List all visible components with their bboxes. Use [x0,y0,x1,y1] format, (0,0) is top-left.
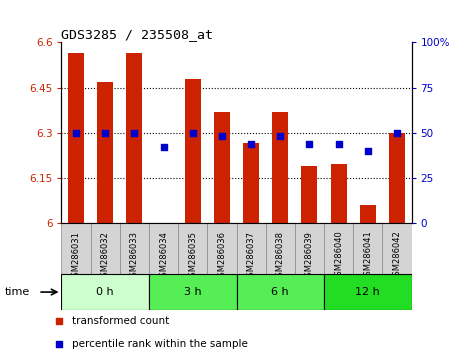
FancyBboxPatch shape [91,223,120,274]
Bar [185,79,201,223]
Point [276,133,284,139]
Text: GSM286036: GSM286036 [218,231,227,282]
FancyBboxPatch shape [295,223,324,274]
Bar [324,274,412,310]
Point [364,148,372,154]
FancyBboxPatch shape [178,223,207,274]
Bar [236,274,324,310]
Text: GSM286038: GSM286038 [276,231,285,282]
FancyBboxPatch shape [382,223,412,274]
Bar [389,133,405,223]
Text: 12 h: 12 h [355,287,380,297]
Text: 3 h: 3 h [184,287,201,297]
Bar [214,112,230,223]
Text: GSM286033: GSM286033 [130,231,139,282]
Text: GSM286031: GSM286031 [71,231,80,281]
FancyBboxPatch shape [207,223,236,274]
Bar [68,53,84,223]
Bar [360,205,376,223]
Text: 6 h: 6 h [272,287,289,297]
Point [160,144,167,150]
Point [131,130,138,136]
Text: GSM286042: GSM286042 [393,231,402,281]
Text: time: time [5,287,30,297]
Point [306,141,313,147]
Text: GSM286034: GSM286034 [159,231,168,281]
Text: GSM286032: GSM286032 [101,231,110,281]
Text: GSM286040: GSM286040 [334,231,343,281]
Text: GSM286041: GSM286041 [363,231,372,281]
Point [247,141,255,147]
FancyBboxPatch shape [324,223,353,274]
FancyBboxPatch shape [149,223,178,274]
FancyBboxPatch shape [353,223,382,274]
Bar [149,274,236,310]
Point [218,133,226,139]
Text: GSM286035: GSM286035 [188,231,197,281]
Point [293,236,301,242]
Bar [243,143,259,223]
Text: 0 h: 0 h [96,287,114,297]
Point [72,130,80,136]
FancyBboxPatch shape [120,223,149,274]
Point [293,27,301,33]
Bar [331,164,347,223]
FancyBboxPatch shape [266,223,295,274]
Bar [272,112,288,223]
Point [101,130,109,136]
Text: transformed count: transformed count [72,316,169,326]
Bar [126,53,142,223]
Text: GDS3285 / 235508_at: GDS3285 / 235508_at [61,28,213,41]
Bar [301,166,317,223]
Point [189,130,197,136]
Bar [61,274,149,310]
Text: percentile rank within the sample: percentile rank within the sample [72,339,248,349]
Point [335,141,342,147]
Text: GSM286037: GSM286037 [246,231,255,282]
FancyBboxPatch shape [236,223,266,274]
FancyBboxPatch shape [61,223,91,274]
Bar [97,81,113,223]
Text: GSM286039: GSM286039 [305,231,314,281]
Point [393,130,401,136]
